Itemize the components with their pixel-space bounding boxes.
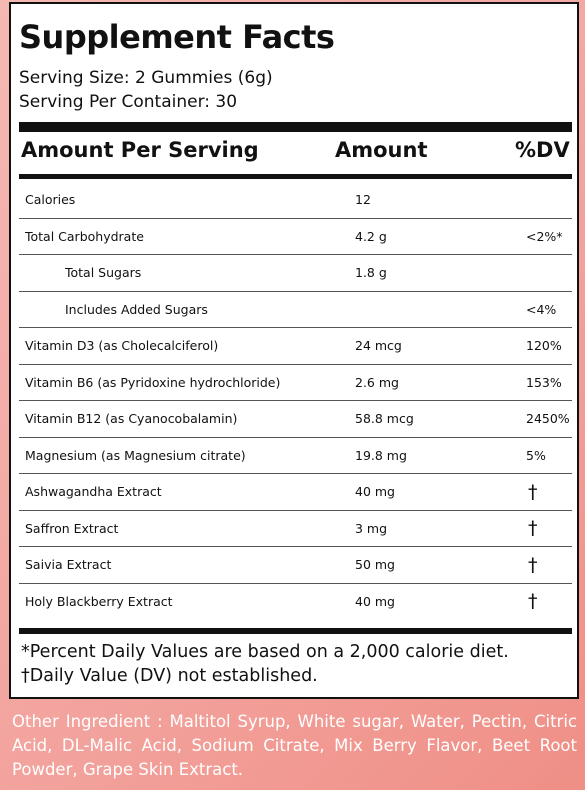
table-row: Vitamin B6 (as Pyridoxine hydrochloride)…: [19, 363, 572, 401]
table-row: Total Sugars 1.8 g: [19, 254, 572, 291]
nutrient-daily-value: 120%: [526, 338, 562, 354]
header-amount-per-serving: Amount Per Serving: [21, 138, 259, 162]
footnote-dv-not-established: †Daily Value (DV) not established.: [21, 666, 318, 686]
table-row: Holy Blackberry Extract 40 mg †: [19, 582, 572, 620]
nutrient-name: Includes Added Sugars: [65, 301, 208, 317]
nutrient-name: Calories: [25, 192, 76, 208]
nutrient-name: Holy Blackberry Extract: [25, 593, 173, 609]
table-row: Saivia Extract 50 mg †: [19, 546, 572, 583]
nutrient-daily-value: †: [528, 590, 538, 613]
nutrient-name: Magnesium (as Magnesium citrate): [25, 447, 246, 463]
nutrient-amount: 40 mg: [355, 484, 395, 500]
thick-divider-bottom: [19, 628, 572, 634]
supplement-facts-panel: Supplement Facts Serving Size: 2 Gummies…: [9, 2, 579, 699]
nutrient-amount: 4.2 g: [355, 228, 387, 244]
nutrient-daily-value: †: [528, 517, 538, 540]
nutrient-daily-value: 5%: [526, 447, 546, 463]
table-row: Saffron Extract 3 mg †: [19, 509, 572, 547]
nutrient-daily-value: †: [528, 480, 538, 503]
header-amount: Amount: [335, 138, 428, 162]
servings-per-container: Serving Per Container: 30: [19, 92, 238, 112]
nutrient-daily-value: <2%*: [526, 228, 563, 244]
nutrient-amount: 19.8 mg: [355, 447, 407, 463]
thick-divider-header: [19, 174, 572, 179]
nutrient-name: Saivia Extract: [25, 557, 112, 573]
table-row: Ashwagandha Extract 40 mg †: [19, 473, 572, 510]
nutrient-daily-value: 153%: [526, 374, 562, 390]
nutrient-table: Calories 12 Total Carbohydrate 4.2 g <2%* Tot…: [19, 182, 572, 619]
nutrient-amount: 3 mg: [355, 520, 388, 536]
nutrient-amount: 50 mg: [355, 557, 395, 573]
nutrient-daily-value: 2450%: [526, 411, 570, 427]
nutrient-amount: 12: [355, 192, 371, 208]
other-ingredients: Other Ingredient : Maltitol Syrup, White…: [12, 712, 577, 779]
nutrient-name: Vitamin D3 (as Cholecalciferol): [25, 338, 219, 354]
table-row: Includes Added Sugars <4%: [19, 290, 572, 328]
nutrient-name: Vitamin B6 (as Pyridoxine hydrochloride): [25, 374, 281, 390]
table-row: Vitamin D3 (as Cholecalciferol) 24 mcg 120…: [19, 327, 572, 364]
table-row: Vitamin B12 (as Cyanocobalamin) 58.8 mcg 2…: [19, 400, 572, 437]
nutrient-amount: 1.8 g: [355, 265, 387, 281]
nutrient-amount: 40 mg: [355, 593, 395, 609]
nutrient-name: Ashwagandha Extract: [25, 484, 162, 500]
thick-divider-top: [19, 122, 572, 132]
table-row: Magnesium (as Magnesium citrate) 19.8 mg 5…: [19, 436, 572, 474]
nutrient-name: Vitamin B12 (as Cyanocobalamin): [25, 411, 238, 427]
nutrient-name: Total Carbohydrate: [25, 228, 144, 244]
header-dv: %DV: [515, 138, 570, 162]
panel-title: Supplement Facts: [19, 18, 335, 56]
nutrient-amount: 24 mcg: [355, 338, 402, 354]
nutrient-name: Total Sugars: [65, 265, 142, 281]
serving-size: Serving Size: 2 Gummies (6g): [19, 68, 273, 88]
nutrient-name: Saffron Extract: [25, 520, 119, 536]
nutrient-amount: 2.6 mg: [355, 374, 399, 390]
nutrient-daily-value: †: [528, 553, 538, 576]
nutrient-daily-value: <4%: [526, 301, 557, 317]
table-row: Calories 12: [19, 182, 572, 218]
footnote-daily-values: *Percent Daily Values are based on a 2,0…: [21, 642, 509, 662]
table-row: Total Carbohydrate 4.2 g <2%*: [19, 217, 572, 255]
nutrient-amount: 58.8 mcg: [355, 411, 414, 427]
